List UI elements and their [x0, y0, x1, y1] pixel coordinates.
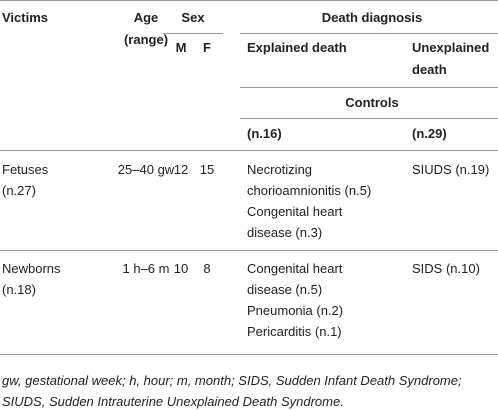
header-cell: Victims — [2, 10, 49, 25]
footnote: gw, gestational week; h, hour; m, month;… — [2, 373, 462, 388]
cell: Pneumonia (n.2) — [247, 303, 344, 318]
rule — [163, 33, 223, 34]
rule — [240, 87, 498, 88]
header-cell: M — [175, 40, 187, 55]
header-cell: death — [412, 62, 447, 77]
header-cell: Explained death — [247, 40, 347, 55]
rule — [240, 33, 498, 34]
cell: (n.27) — [2, 183, 36, 198]
cell: disease (n.5) — [247, 282, 323, 297]
cell: 25–40 gw — [117, 162, 175, 177]
cell: 8 — [203, 261, 211, 276]
cell: chorioamnionitis (n.5) — [247, 183, 372, 198]
rule — [0, 0, 498, 1]
cell: Congenital heart — [247, 261, 343, 276]
cell: 1 h–6 m — [122, 261, 170, 276]
cell: SIDS (n.10) — [412, 261, 480, 276]
header-cell: (n.16) — [247, 126, 282, 141]
footnote: SIUDS, Sudden Intrauterine Unexplained D… — [2, 394, 344, 409]
cell: SIUDS (n.19) — [412, 162, 490, 177]
cell: 15 — [199, 162, 215, 177]
header-cell: (n.29) — [412, 126, 447, 141]
cell: (n.18) — [2, 282, 36, 297]
rule — [0, 150, 498, 151]
cell: Congenital heart — [247, 204, 343, 219]
cell: Fetuses — [2, 162, 49, 177]
rule — [0, 354, 498, 355]
header-cell: Sex — [181, 10, 205, 25]
header-cell: (range) — [123, 32, 169, 47]
cell: 12 — [173, 162, 189, 177]
header-cell: F — [203, 40, 211, 55]
cell: Pericarditis (n.1) — [247, 324, 342, 339]
header-cell: Unexplained — [412, 40, 490, 55]
rule — [0, 250, 498, 251]
rule — [240, 118, 498, 119]
cell: Necrotizing — [247, 162, 313, 177]
cell: Newborns — [2, 261, 61, 276]
header-cell: Death diagnosis — [321, 10, 423, 25]
header-cell: Age — [133, 10, 159, 25]
header-cell: Controls — [345, 95, 399, 110]
cell: disease (n.3) — [247, 225, 323, 240]
cell: 10 — [173, 261, 189, 276]
